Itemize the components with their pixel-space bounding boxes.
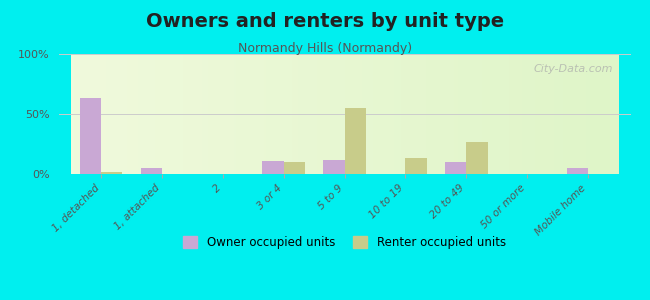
Bar — [80, 98, 101, 174]
Bar — [445, 162, 466, 174]
Bar — [283, 162, 305, 174]
Text: City-Data.com: City-Data.com — [534, 64, 614, 74]
Bar — [140, 168, 162, 174]
Bar — [263, 161, 283, 174]
Bar — [101, 172, 122, 174]
Bar — [466, 142, 488, 174]
Legend: Owner occupied units, Renter occupied units: Owner occupied units, Renter occupied un… — [177, 230, 512, 254]
Bar — [344, 108, 366, 174]
Text: Normandy Hills (Normandy): Normandy Hills (Normandy) — [238, 42, 412, 55]
Bar — [406, 158, 426, 174]
Text: Owners and renters by unit type: Owners and renters by unit type — [146, 12, 504, 31]
Bar — [323, 160, 345, 174]
Bar — [567, 168, 588, 174]
